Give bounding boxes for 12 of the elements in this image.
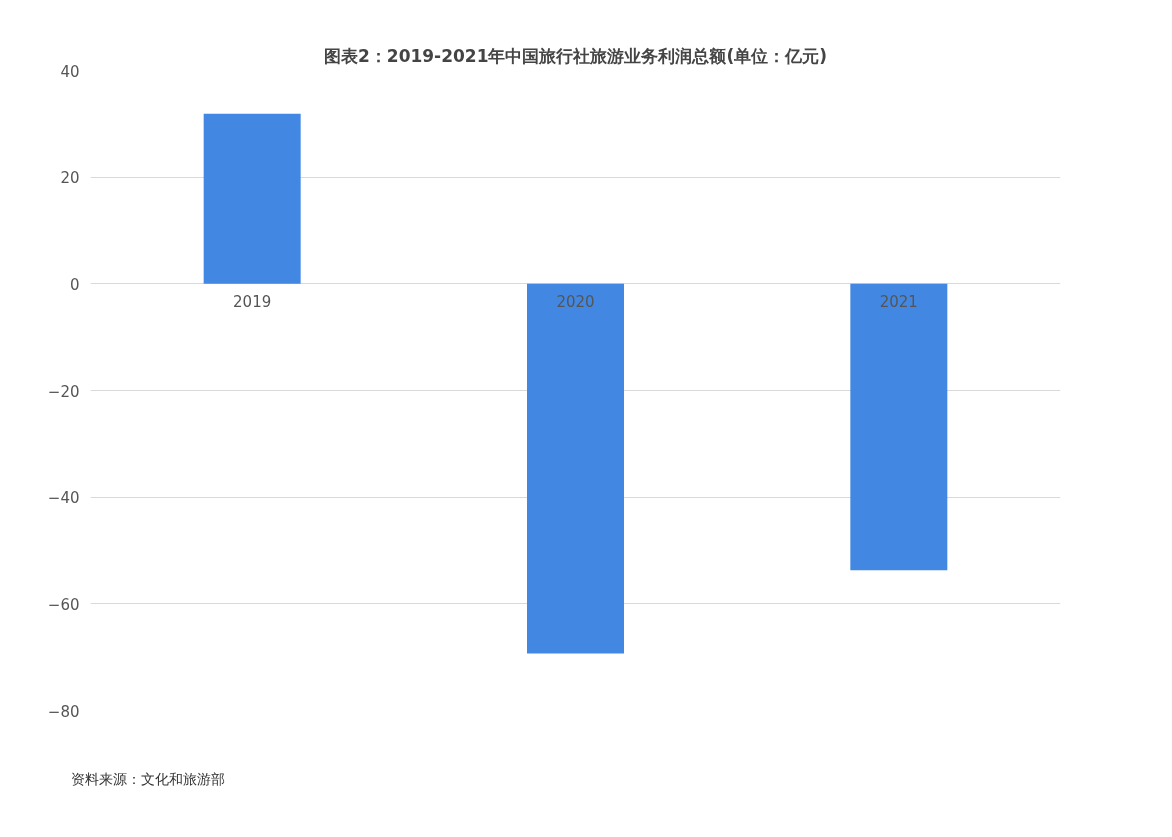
- x-tick-label: 2019: [233, 292, 272, 311]
- chart-title: 图表2：2019-2021年中国旅行社旅游业务利润总额(单位：亿元): [323, 45, 828, 66]
- text: 资料来源：文化和旅游部: [70, 770, 225, 787]
- y-tick-label: −20: [47, 382, 80, 401]
- y-tick-label: 40: [60, 62, 80, 81]
- x-tick-label: 2020: [556, 292, 595, 311]
- y-tick-label: −60: [47, 595, 80, 614]
- y-tick-label: 0: [69, 275, 80, 294]
- y-tick-label: −40: [47, 489, 80, 508]
- x-tick-label: 2021: [879, 292, 918, 311]
- y-tick-label: −80: [47, 702, 80, 721]
- y-tick-label: 20: [60, 169, 80, 188]
